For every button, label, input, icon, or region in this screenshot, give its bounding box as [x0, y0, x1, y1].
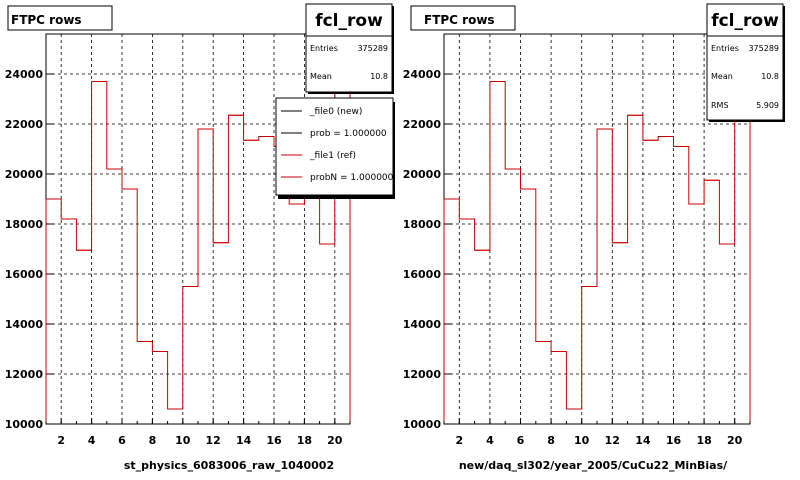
- y-tick-label: 16000: [5, 268, 44, 281]
- x-tick-label: 10: [574, 434, 590, 447]
- x-tick-label: 14: [236, 434, 252, 447]
- x-tick-label: 2: [455, 434, 463, 447]
- histogram-line: [45, 58, 351, 424]
- x-tick-label: 16: [266, 434, 282, 447]
- y-tick-label: 14000: [5, 318, 44, 331]
- y-tick-label: 12000: [403, 368, 442, 381]
- stats-entries-label: Entries: [711, 44, 739, 53]
- y-tick-label: 18000: [5, 218, 44, 231]
- x-tick-label: 16: [666, 434, 682, 447]
- chart-title: FTPC rows: [424, 13, 495, 27]
- legend-entry: prob = 1.000000: [310, 129, 387, 139]
- stats-entries-label: Entries: [310, 44, 338, 53]
- chart-title: FTPC rows: [11, 13, 82, 27]
- legend-entry: _file0 (new): [309, 107, 362, 117]
- y-tick-label: 10000: [5, 418, 44, 431]
- stats-rms-label: RMS: [711, 101, 729, 110]
- x-tick-label: 8: [547, 434, 555, 447]
- x-tick-label: 20: [727, 434, 743, 447]
- title-box: [7, 5, 113, 31]
- x-tick-label: 18: [696, 434, 711, 447]
- x-tick-label: 20: [327, 434, 343, 447]
- y-tick-label: 24000: [403, 68, 442, 81]
- legend-box: _file0 (new) prob = 1.000000 _file1 (ref) p…: [275, 97, 395, 199]
- x-tick-label: 4: [486, 434, 494, 447]
- stats-mean-label: Mean: [711, 72, 733, 81]
- title-box: [410, 5, 516, 31]
- stats-mean-value: 10.8: [370, 72, 388, 81]
- stats-entries-value: 375289: [748, 44, 779, 53]
- x-tick-label: 6: [517, 434, 525, 447]
- stats-mean-label: Mean: [310, 72, 332, 81]
- y-tick-label: 20000: [403, 168, 442, 181]
- y-tick-label: 22000: [5, 118, 44, 131]
- x-tick-label: 10: [175, 434, 191, 447]
- y-tick-label: 14000: [403, 318, 442, 331]
- y-tick-label: 12000: [5, 368, 44, 381]
- y-tick-label: 10000: [403, 418, 442, 431]
- x-tick-label: 18: [297, 434, 312, 447]
- x-axis-title: new/daq_sl302/year_2005/CuCu22_MinBias/: [459, 459, 728, 472]
- histogram-line: [443, 58, 751, 424]
- stats-rms-value: 5.909: [756, 101, 779, 110]
- legend-entry: _file1 (ref): [309, 151, 356, 161]
- y-tick-label: 18000: [403, 218, 442, 231]
- x-tick-label: 2: [57, 434, 65, 447]
- histogram-panel-2: 2 4 6 8 10 12 14 16 18 20 10000 12000 14000 16000 1800…: [403, 3, 785, 472]
- stats-entries-value: 375289: [357, 44, 388, 53]
- x-tick-label: 12: [605, 434, 620, 447]
- stats-box: fcl_row Entries 375289 Mean 10.8 RMS 5.909: [706, 3, 785, 122]
- stats-name: fcl_row: [711, 11, 779, 31]
- x-tick-label: 12: [206, 434, 221, 447]
- stats-box: fcl_row Entries 375289 Mean 10.8: [305, 3, 394, 94]
- y-tick-label: 22000: [403, 118, 442, 131]
- y-tick-label: 24000: [5, 68, 44, 81]
- histogram-panel-1: 2 4 6 8 10 12 14 16 18 20 10000 12000 14000 16000 1800…: [5, 3, 395, 472]
- stats-name: fcl_row: [315, 11, 383, 31]
- x-tick-label: 6: [118, 434, 126, 447]
- x-axis-title: st_physics_6083006_raw_1040002: [124, 459, 334, 472]
- legend-entry: probN = 1.000000: [310, 173, 394, 183]
- stats-mean-value: 10.8: [761, 72, 779, 81]
- y-tick-label: 20000: [5, 168, 44, 181]
- x-tick-label: 14: [635, 434, 651, 447]
- y-tick-label: 16000: [403, 268, 442, 281]
- x-tick-label: 8: [149, 434, 157, 447]
- x-tick-label: 4: [88, 434, 96, 447]
